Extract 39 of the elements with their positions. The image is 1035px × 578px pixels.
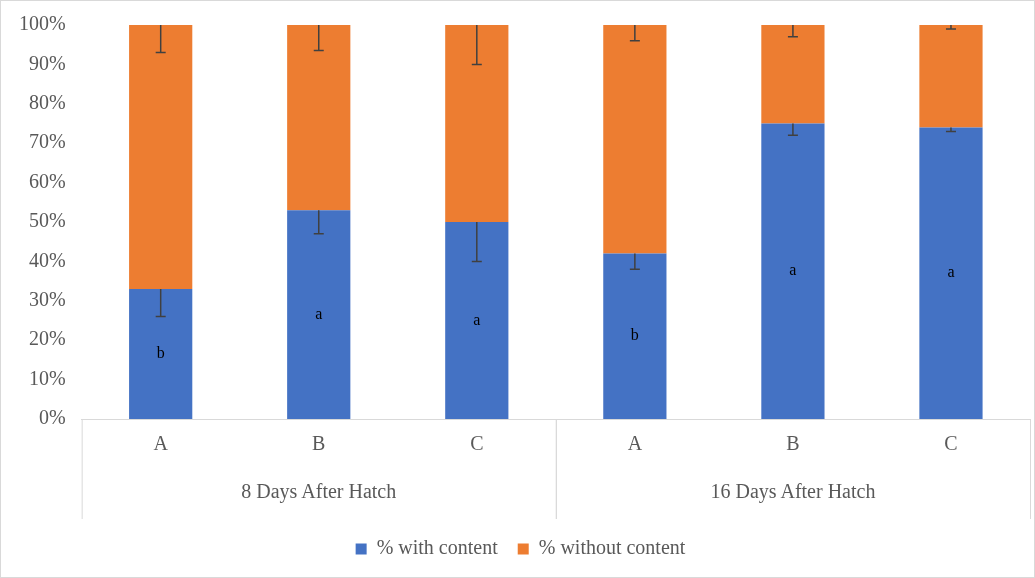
y-tick-label: 30% <box>28 288 66 311</box>
y-tick-label: 90% <box>28 51 66 74</box>
y-tick-label: 100% <box>18 12 66 35</box>
bar <box>603 253 667 419</box>
y-tick-label: 50% <box>28 209 66 232</box>
data-label: a <box>789 261 797 279</box>
bar <box>129 25 193 289</box>
x-tick-label: B <box>312 432 326 455</box>
bar <box>761 25 825 124</box>
data-label: b <box>630 326 639 344</box>
y-tick-label: 0% <box>38 406 66 429</box>
y-tick-label: 80% <box>28 91 66 114</box>
text: 8 Days After Hatch <box>241 480 397 504</box>
x-tick-label: A <box>153 432 169 455</box>
bar <box>445 25 509 222</box>
bar <box>287 210 351 419</box>
data-label: b <box>156 344 165 362</box>
x-tick-label: A <box>627 432 643 455</box>
x-tick-label: C <box>470 432 484 455</box>
y-tick-label: 20% <box>28 327 66 350</box>
y-tick-label: 60% <box>28 169 66 192</box>
legend-label: % with content <box>376 536 499 559</box>
bar <box>919 127 983 419</box>
y-tick-label: 40% <box>28 248 66 271</box>
bar <box>445 222 509 419</box>
x-tick-label: B <box>786 432 800 455</box>
bar <box>919 25 983 128</box>
data-label: a <box>315 304 323 322</box>
y-tick-label: 70% <box>28 130 66 153</box>
bar <box>603 25 667 254</box>
bar <box>761 123 825 419</box>
legend-label: % without content <box>538 536 686 559</box>
y-tick-label: 10% <box>28 366 66 389</box>
bar <box>129 288 193 419</box>
data-label: a <box>947 263 955 281</box>
data-label: a <box>473 310 481 328</box>
text: 16 Days After Hatch <box>710 480 876 504</box>
bar <box>287 25 351 211</box>
x-tick-label: C <box>944 432 958 455</box>
